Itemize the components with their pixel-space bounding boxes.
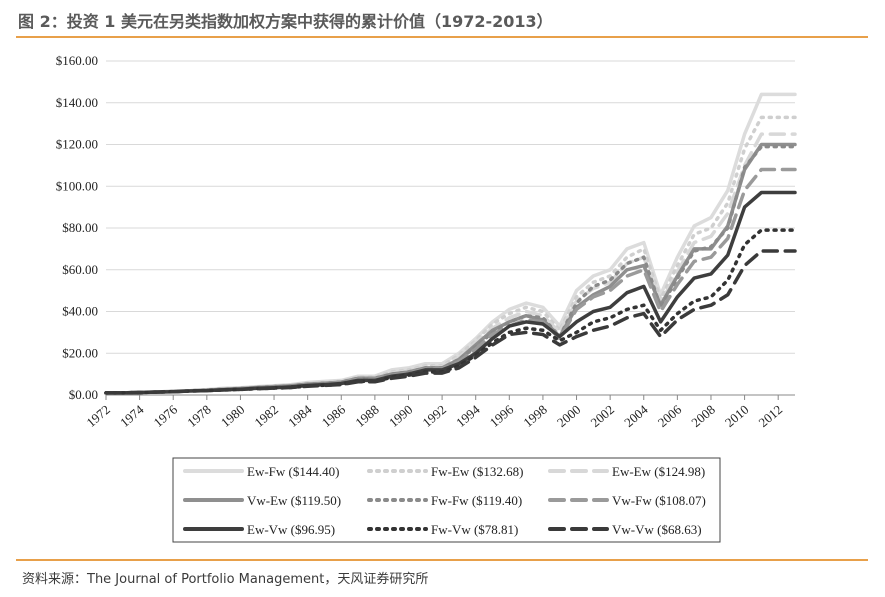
x-tick-label: 1988 [352, 402, 382, 430]
y-tick-label: $80.00 [62, 220, 98, 235]
y-tick-label: $0.00 [69, 387, 98, 402]
legend-label-vw-ew: Vw-Ew ($119.50) [247, 493, 341, 508]
legend-label-ew-vw: Ew-Vw ($96.95) [247, 522, 335, 537]
x-tick-label: 1972 [83, 402, 113, 430]
y-tick-label: $120.00 [56, 137, 98, 152]
x-tick-label: 2008 [688, 402, 718, 430]
x-tick-label: 1974 [117, 401, 147, 430]
y-tick-label: $140.00 [56, 95, 98, 110]
figure-title: 图 2：投资 1 美元在另类指数加权方案中获得的累计价值（1972-2013） [18, 12, 553, 31]
x-tick-label: 1984 [285, 401, 315, 430]
x-tick-label: 1998 [520, 402, 550, 430]
x-tick-label: 2012 [756, 402, 786, 430]
legend-label-fw-vw: Fw-Vw ($78.81) [431, 522, 518, 537]
line-chart: $0.00 $20.00 $40.00 $60.00 $80.00 $100.00 $120… [56, 53, 797, 543]
y-tick-label: $20.00 [62, 345, 98, 360]
x-axis: 1972 1974 1976 1978 1980 1982 1984 1986 1988 1990… [83, 394, 795, 430]
legend-label-vw-vw: Vw-Vw ($68.63) [612, 522, 702, 537]
x-tick-label: 1990 [386, 402, 416, 430]
legend-label-ew-fw: Ew-Fw ($144.40) [247, 464, 339, 479]
x-tick-label: 2006 [655, 401, 685, 430]
legend: Ew-Fw ($144.40) Fw-Ew ($132.68) Ew-Ew ($12… [183, 464, 706, 537]
x-tick-label: 1980 [218, 402, 248, 430]
x-tick-label: 2000 [554, 402, 584, 430]
source-note: 资料来源：The Journal of Portfolio Management… [22, 572, 429, 587]
legend-label-ew-ew: Ew-Ew ($124.98) [612, 464, 705, 479]
legend-label-fw-ew: Fw-Ew ($132.68) [431, 464, 523, 479]
series-lines [104, 92, 797, 395]
x-tick-label: 2004 [621, 401, 651, 430]
x-tick-label: 1992 [419, 402, 449, 430]
y-tick-label: $60.00 [62, 262, 98, 277]
x-tick-label: 1994 [453, 401, 483, 430]
x-tick-label: 2002 [588, 402, 618, 430]
legend-box [172, 457, 721, 543]
series-line-vw-ew [104, 142, 797, 395]
x-tick-label: 1986 [319, 401, 349, 430]
y-tick-label: $40.00 [62, 304, 98, 319]
y-tick-label: $100.00 [56, 178, 98, 193]
title-divider [16, 36, 868, 38]
y-axis: $0.00 $20.00 $40.00 $60.00 $80.00 $100.00 $120… [56, 53, 98, 402]
x-tick-label: 1996 [487, 401, 517, 430]
x-tick-label: 1978 [184, 402, 214, 430]
legend-label-fw-fw: Fw-Fw ($119.40) [431, 493, 522, 508]
gridlines [106, 60, 795, 396]
legend-label-vw-fw: Vw-Fw ($108.07) [612, 493, 706, 508]
y-tick-label: $160.00 [56, 53, 98, 68]
x-tick-label: 1976 [151, 401, 181, 430]
source-divider [16, 559, 868, 561]
x-tick-label: 2010 [722, 402, 752, 430]
x-tick-label: 1982 [251, 402, 281, 430]
series-line-vw-vw [104, 249, 797, 395]
